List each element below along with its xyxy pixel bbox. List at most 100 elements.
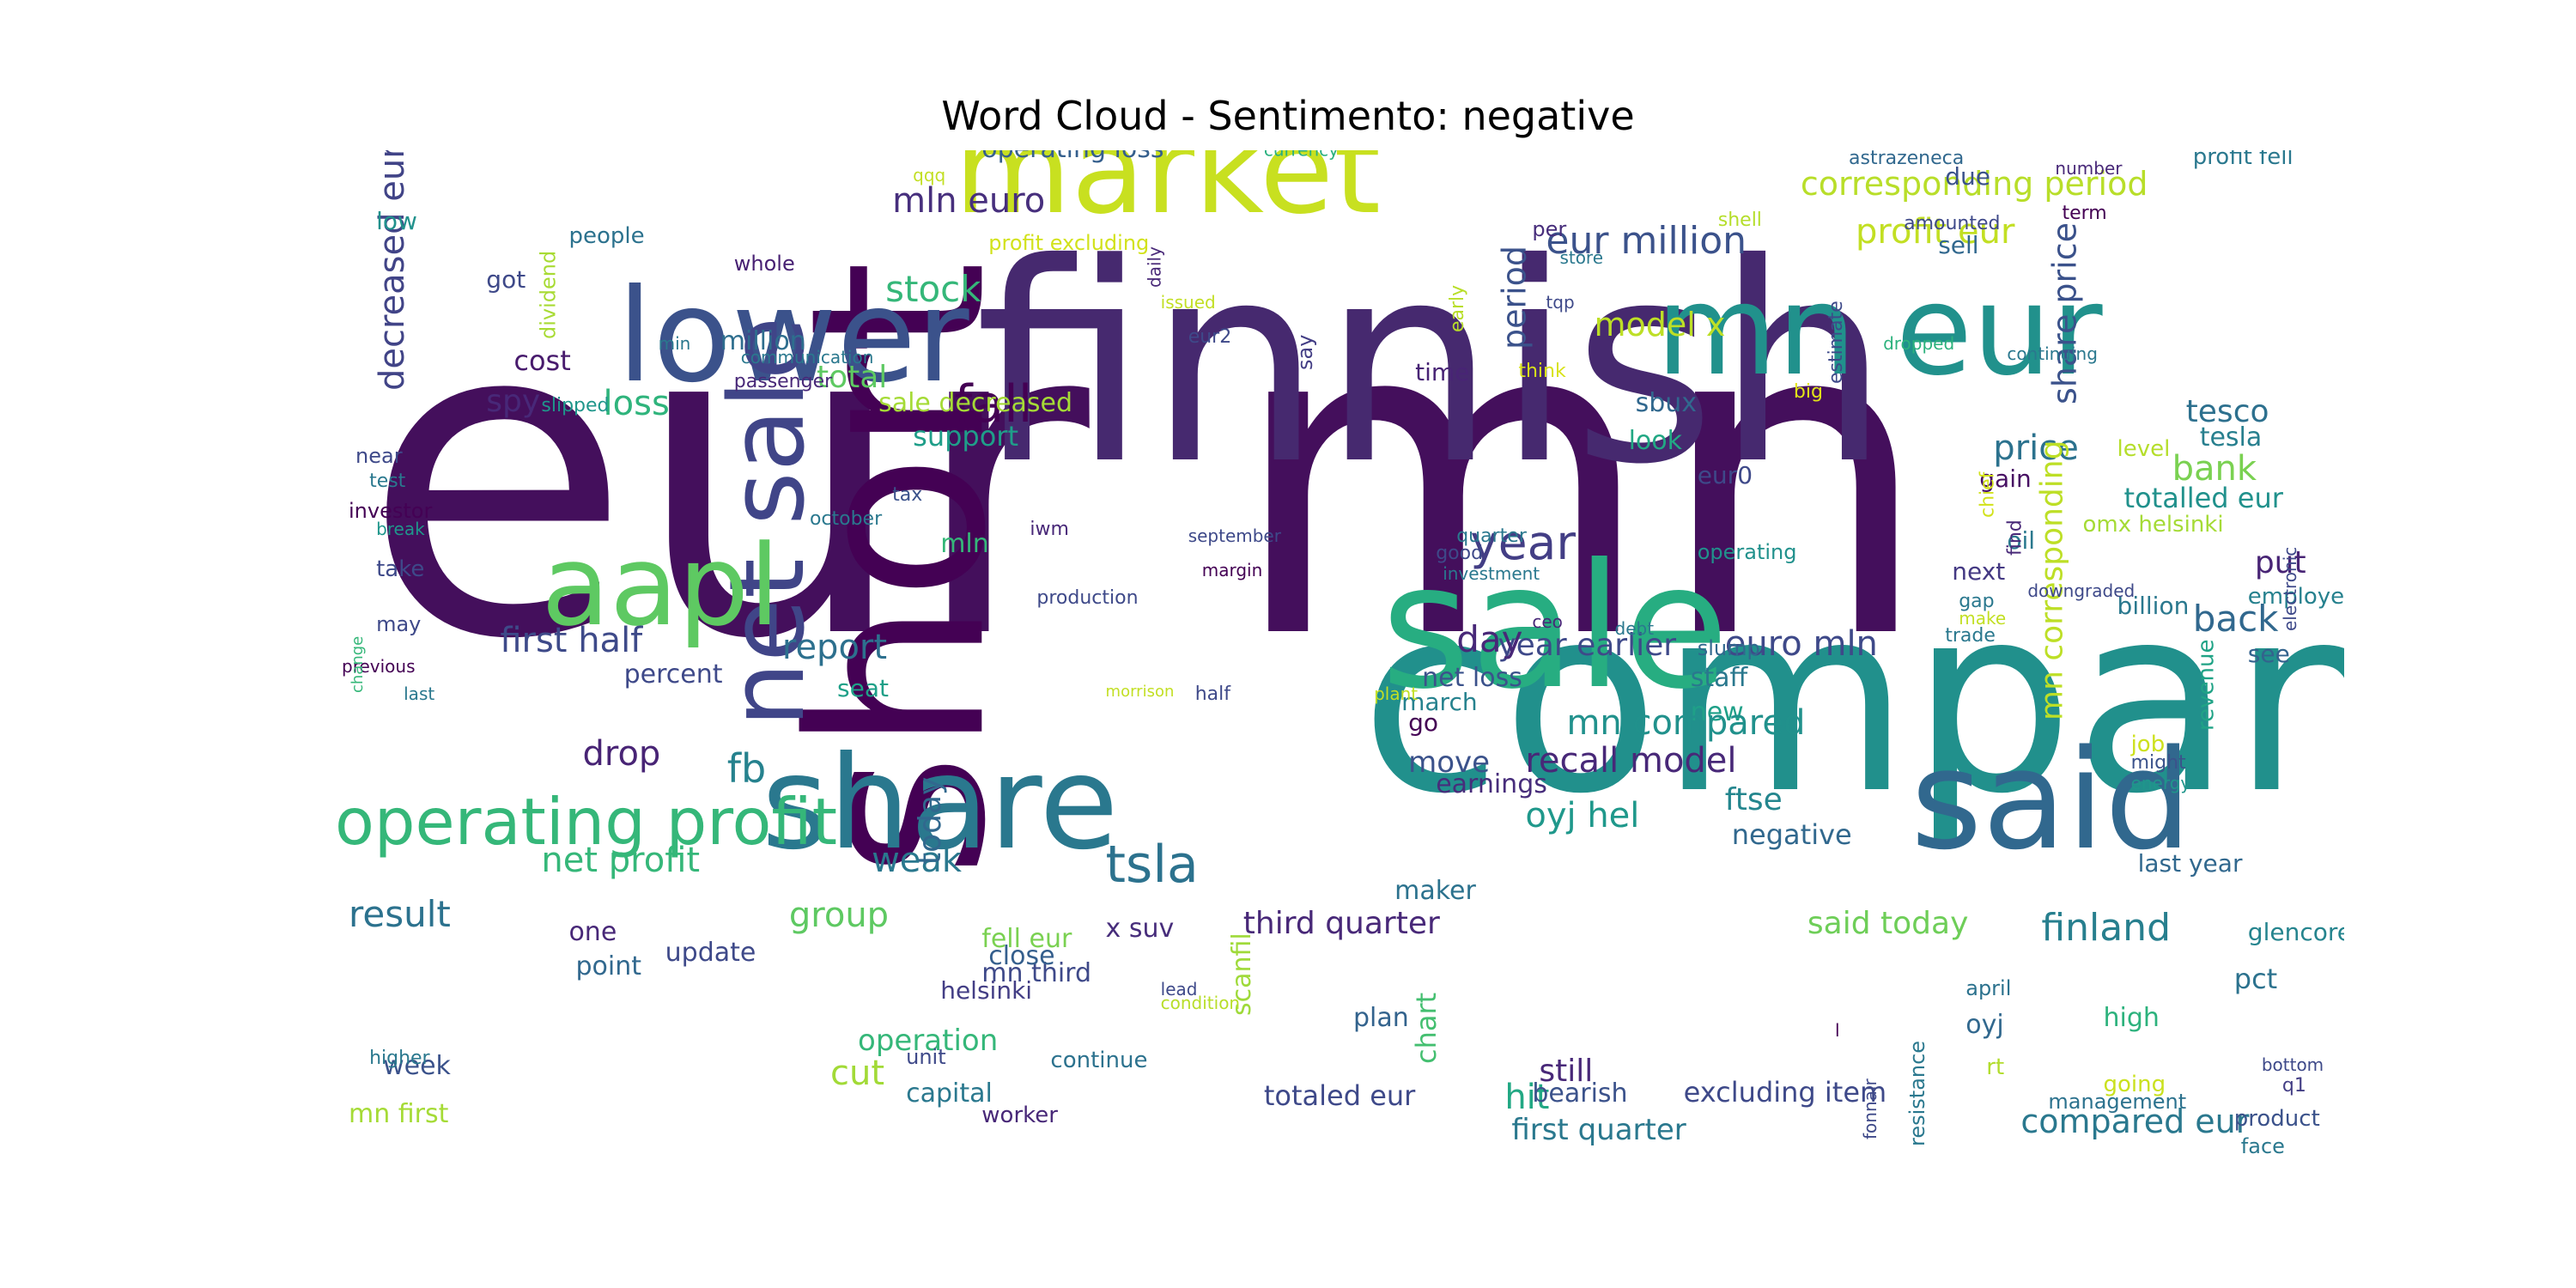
word-may: may (376, 612, 421, 636)
word-tsla: tsla (1106, 835, 1199, 895)
word-sbux: sbux (1636, 388, 1697, 418)
word-chart: chart (1410, 993, 1443, 1064)
word-eur-mn: eur mn (362, 226, 1933, 735)
word-put: put (2255, 545, 2306, 580)
word-lead: lead (1161, 979, 1198, 999)
word-eur-million: eur million (1546, 219, 1747, 263)
word-tax: tax (892, 484, 922, 506)
word-oyj: oyj (1965, 1010, 2003, 1040)
word-earnings: earnings (1436, 769, 1547, 799)
word-finnish: finnish (975, 205, 1890, 525)
word-morrison: morrison (1106, 683, 1175, 701)
word-continue: continue (1050, 1048, 1147, 1073)
word-update: update (665, 938, 756, 968)
word-unit: unit (906, 1045, 946, 1069)
word-chief: chief (1977, 471, 1998, 518)
word-lower: lower (617, 262, 969, 411)
word-cloud-svg: eur mnfinnishcompany short market sale lower… (335, 150, 2344, 1155)
word-tesco: tesco (2186, 394, 2269, 429)
word-tesla: tesla (2200, 422, 2263, 453)
word-daily: daily (1145, 246, 1165, 288)
word-tqp: tqp (1546, 292, 1574, 313)
word-product: product (2234, 1106, 2320, 1132)
word-period: period (1495, 246, 1533, 349)
word-company: company (1360, 550, 2344, 850)
word-october: october (810, 508, 883, 530)
word-close: close (988, 941, 1054, 971)
word-astrazeneca: astrazeneca (1849, 150, 1964, 169)
word-profit-fell: profit fell (2193, 150, 2293, 170)
word-qqq: qqq (913, 165, 945, 185)
word-bottom: bottom (2262, 1054, 2324, 1075)
word-margin: margin (1202, 560, 1263, 580)
word-third-quarter: third quarter (1243, 906, 1440, 941)
word-oyj-hel: oyj hel (1525, 796, 1639, 835)
word-shell: shell (1718, 210, 1762, 231)
word-bearish: bearish (1532, 1078, 1627, 1109)
word-time: time (1415, 358, 1469, 386)
word-near: near (355, 444, 403, 468)
word-staff: staff (1691, 663, 1749, 693)
word-april: april (1965, 976, 2011, 1000)
word-spy: spy (486, 384, 540, 419)
word-iwm: iwm (1030, 519, 1069, 540)
word-omx-helsinki: omx helsinki (2082, 512, 2223, 538)
word-last-year: last year (2138, 849, 2243, 878)
word-face: face (2241, 1134, 2285, 1155)
word-fall: fall (954, 374, 1032, 434)
word-big: big (1794, 381, 1823, 403)
word-continuing: continuing (2007, 343, 2098, 364)
word-finland: finland (2041, 906, 2171, 950)
word-net-profit: net profit (541, 841, 700, 880)
word-currency: currency (1264, 150, 1339, 160)
word-pct: pct (2234, 963, 2277, 995)
word-loss: loss (604, 384, 670, 423)
word-might: might (2131, 752, 2186, 774)
word-half: half (1195, 683, 1232, 705)
word-look: look (1629, 426, 1683, 456)
word-high: high (2104, 1003, 2160, 1033)
word-say: say (1293, 335, 1317, 370)
word-result: result (349, 893, 451, 935)
word-corresponding-period: corresponding period (1801, 165, 2148, 203)
word-next: next (1952, 557, 2005, 586)
word-billion: billion (2117, 592, 2190, 620)
word-first-half: first half (500, 621, 643, 660)
word-one: one (568, 917, 617, 947)
word-short: short (759, 260, 1039, 878)
word-debt: debt (1615, 618, 1655, 639)
word-net-loss: net loss (1422, 663, 1522, 693)
word-mln: mln (940, 529, 989, 559)
word-whole: whole (734, 252, 795, 276)
word-hit: hit (1504, 1078, 1549, 1117)
word-resistance: resistance (1905, 1041, 1929, 1146)
word-weak: weak (872, 841, 963, 880)
word-still: still (1539, 1054, 1593, 1089)
word-plan: plan (1353, 1003, 1409, 1033)
word-previous: previous (342, 656, 416, 677)
word-new: new (1691, 697, 1744, 727)
word-slump: slump (1698, 636, 1760, 660)
word-glencore: glencore (2248, 918, 2344, 946)
word-point: point (575, 951, 641, 981)
word-share: share (762, 729, 1119, 878)
word-decreased-eur: decreased eur (373, 150, 412, 391)
word-eur2: eur2 (1188, 326, 1232, 348)
word-last: last (404, 683, 434, 704)
word-percent: percent (624, 659, 723, 690)
word-march: march (1401, 688, 1477, 716)
word-stock: stock (885, 268, 981, 310)
word-aapl: aapl (541, 520, 780, 651)
word-dropped: dropped (1883, 333, 1954, 354)
word-oil: oil (2007, 526, 2035, 555)
word-think: think (1518, 361, 1566, 382)
word-fb: fb (727, 745, 766, 792)
word-total: total (817, 360, 887, 395)
word-break: break (376, 519, 425, 539)
word-cut: cut (830, 1054, 884, 1093)
word-today: today (913, 777, 948, 865)
word-q1: q1 (2282, 1075, 2306, 1097)
word-operation: operation (858, 1024, 998, 1058)
word-production: production (1036, 587, 1138, 609)
word-good: good (1436, 543, 1483, 564)
